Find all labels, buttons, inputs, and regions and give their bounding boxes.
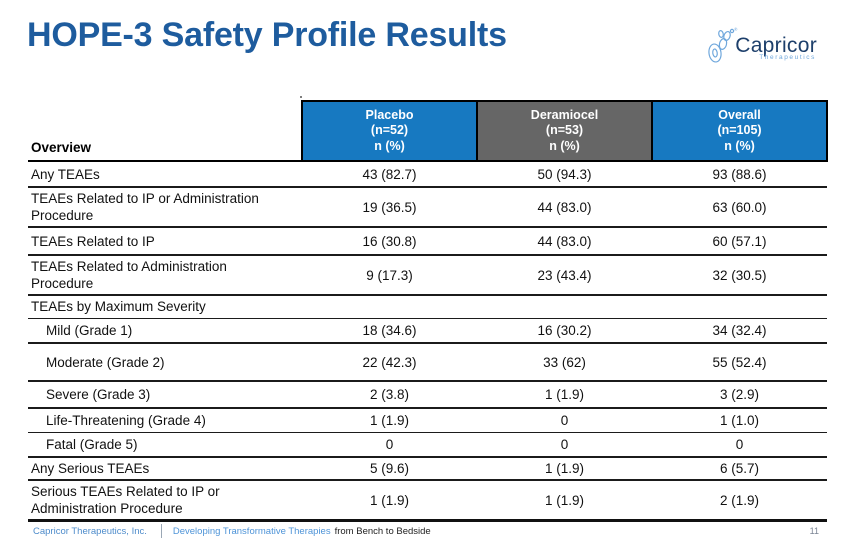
table-row: Mild (Grade 1) 18 (34.6) 16 (30.2) 34 (3… bbox=[28, 318, 827, 344]
section-label: TEAEs by Maximum Severity bbox=[28, 295, 302, 319]
footer-divider bbox=[160, 524, 162, 538]
capricor-cells-icon: ® bbox=[708, 26, 738, 63]
capricor-logo: ® Capricor Therapeutics bbox=[706, 26, 817, 69]
table-row: Moderate (Grade 2) 22 (42.3) 33 (62) 55 … bbox=[28, 343, 827, 382]
cell-overall: 3 (2.9) bbox=[652, 381, 827, 409]
table-row: Any TEAEs 43 (82.7) 50 (94.3) 93 (88.6) bbox=[28, 161, 827, 188]
footer-tagline-blue: Developing Transformative Therapies bbox=[172, 525, 331, 537]
cell-placebo: 22 (42.3) bbox=[302, 343, 477, 382]
table-header: Overview Placebo (n=52) n (%) Deramiocel… bbox=[28, 100, 828, 162]
cell-placebo bbox=[302, 295, 477, 319]
table-section-row: TEAEs by Maximum Severity bbox=[28, 295, 827, 319]
column-n: (n=52) bbox=[370, 123, 409, 138]
page-title: HOPE-3 Safety Profile Results bbox=[27, 16, 507, 54]
column-unit: n (%) bbox=[374, 138, 405, 153]
column-header-placebo: Placebo (n=52) n (%) bbox=[301, 100, 478, 162]
cell-overall: 34 (32.4) bbox=[652, 318, 827, 344]
column-header-overview: Overview bbox=[28, 101, 302, 162]
column-header-overall: Overall (n=105) n (%) bbox=[651, 100, 828, 162]
row-label: TEAEs Related to Administration Procedur… bbox=[28, 255, 302, 296]
row-label: Any Serious TEAEs bbox=[28, 457, 302, 481]
cell-placebo: 2 (3.8) bbox=[302, 381, 477, 409]
cell-placebo: 1 (1.9) bbox=[302, 480, 477, 522]
cell-overall: 2 (1.9) bbox=[652, 480, 827, 522]
cell-overall: 55 (52.4) bbox=[652, 343, 827, 382]
row-label: Mild (Grade 1) bbox=[28, 318, 302, 344]
cell-deramiocel: 16 (30.2) bbox=[477, 318, 652, 344]
logo-wordmark: Capricor bbox=[735, 34, 817, 57]
row-label: TEAEs Related to IP bbox=[28, 227, 302, 256]
cell-overall: 60 (57.1) bbox=[652, 227, 827, 256]
cell-deramiocel: 23 (43.4) bbox=[477, 255, 652, 296]
column-header-deramiocel: Deramiocel (n=53) n (%) bbox=[476, 100, 653, 162]
cell-deramiocel: 44 (83.0) bbox=[477, 187, 652, 228]
table-row: Life-Threatening (Grade 4) 1 (1.9) 0 1 (… bbox=[28, 408, 827, 433]
row-label: Moderate (Grade 2) bbox=[28, 343, 302, 382]
column-label: Deramiocel bbox=[530, 107, 599, 122]
cell-overall: 6 (5.7) bbox=[652, 457, 827, 481]
row-label: TEAEs Related to IP or Administration Pr… bbox=[28, 187, 302, 228]
cell-placebo: 16 (30.8) bbox=[302, 227, 477, 256]
table-row: Serious TEAEs Related to IP or Administr… bbox=[28, 480, 827, 522]
cell-deramiocel: 50 (94.3) bbox=[477, 161, 652, 188]
cell-placebo: 5 (9.6) bbox=[302, 457, 477, 481]
column-unit: n (%) bbox=[549, 138, 580, 153]
table-row: TEAEs Related to Administration Procedur… bbox=[28, 255, 827, 296]
cell-placebo: 9 (17.3) bbox=[302, 255, 477, 296]
table-row: Fatal (Grade 5) 0 0 0 bbox=[28, 432, 827, 458]
table-row: TEAEs Related to IP or Administration Pr… bbox=[28, 187, 827, 228]
cell-overall: 63 (60.0) bbox=[652, 187, 827, 228]
page-number: 11 bbox=[809, 526, 819, 536]
stray-mark bbox=[300, 96, 302, 98]
row-label: Any TEAEs bbox=[28, 161, 302, 188]
safety-results-table: Overview Placebo (n=52) n (%) Deramiocel… bbox=[28, 100, 828, 522]
cell-placebo: 19 (36.5) bbox=[302, 187, 477, 228]
cell-deramiocel: 0 bbox=[477, 432, 652, 458]
cell-deramiocel: 44 (83.0) bbox=[477, 227, 652, 256]
logo-subtitle: Therapeutics bbox=[759, 54, 816, 61]
row-label: Fatal (Grade 5) bbox=[28, 432, 302, 458]
footer-company: Capricor Therapeutics, Inc. bbox=[33, 525, 147, 537]
cell-overall: 93 (88.6) bbox=[652, 161, 827, 188]
cell-overall: 32 (30.5) bbox=[652, 255, 827, 296]
cell-overall bbox=[652, 295, 827, 319]
column-n: (n=53) bbox=[545, 123, 584, 138]
row-label: Life-Threatening (Grade 4) bbox=[28, 408, 302, 433]
column-unit: n (%) bbox=[724, 138, 755, 153]
cell-deramiocel bbox=[477, 295, 652, 319]
slide-footer: Capricor Therapeutics, Inc. Developing T… bbox=[0, 521, 849, 541]
table-row: TEAEs Related to IP 16 (30.8) 44 (83.0) … bbox=[28, 227, 827, 256]
cell-deramiocel: 1 (1.9) bbox=[477, 480, 652, 522]
table-row: Any Serious TEAEs 5 (9.6) 1 (1.9) 6 (5.7… bbox=[28, 457, 827, 481]
column-n: (n=105) bbox=[717, 123, 762, 138]
registered-mark: ® bbox=[734, 26, 738, 32]
table-row: Severe (Grade 3) 2 (3.8) 1 (1.9) 3 (2.9) bbox=[28, 381, 827, 409]
cell-placebo: 1 (1.9) bbox=[302, 408, 477, 433]
cell-placebo: 18 (34.6) bbox=[302, 318, 477, 344]
column-label: Placebo bbox=[365, 107, 414, 122]
column-label: Overall bbox=[718, 107, 761, 122]
logo-text: Capricor Therapeutics bbox=[735, 34, 817, 62]
footer-tagline-dark: from Bench to Bedside bbox=[334, 525, 431, 537]
cell-placebo: 43 (82.7) bbox=[302, 161, 477, 188]
cell-deramiocel: 1 (1.9) bbox=[477, 457, 652, 481]
cell-deramiocel: 0 bbox=[477, 408, 652, 433]
row-label: Serious TEAEs Related to IP or Administr… bbox=[28, 480, 302, 522]
cell-deramiocel: 1 (1.9) bbox=[477, 381, 652, 409]
cell-placebo: 0 bbox=[302, 432, 477, 458]
row-label: Severe (Grade 3) bbox=[28, 381, 302, 409]
cell-overall: 0 bbox=[652, 432, 827, 458]
cell-deramiocel: 33 (62) bbox=[477, 343, 652, 382]
cell-overall: 1 (1.0) bbox=[652, 408, 827, 433]
